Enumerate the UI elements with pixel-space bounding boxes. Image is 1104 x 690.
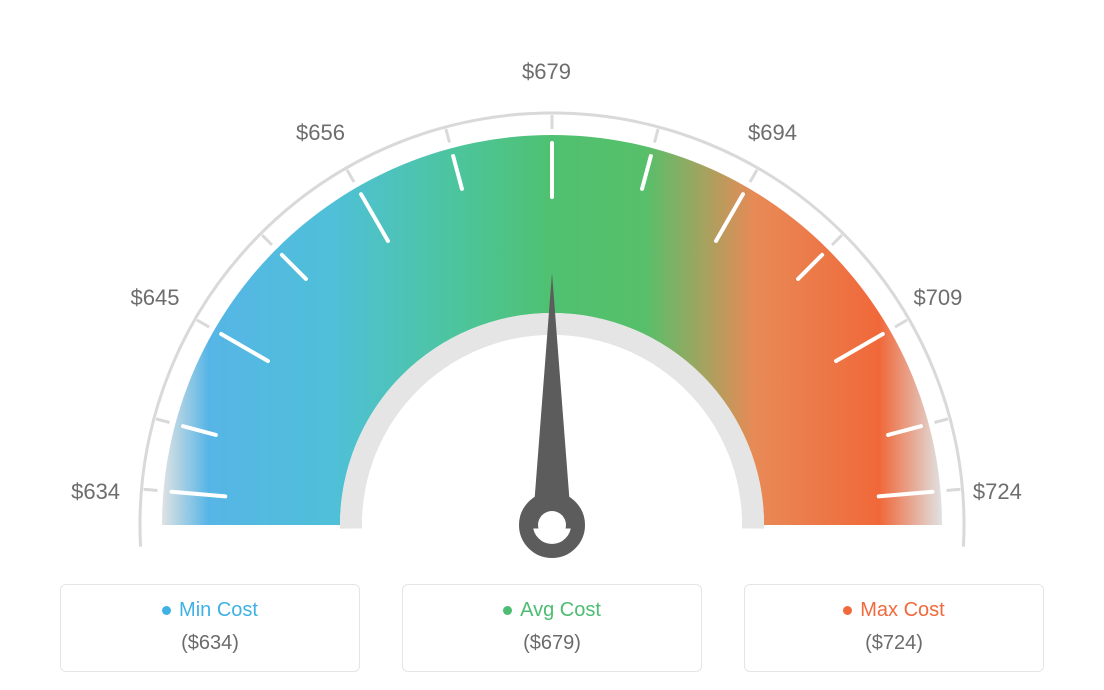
legend-avg-cost: Avg Cost ($679) — [402, 584, 702, 672]
legend-max-dot — [843, 606, 852, 615]
legend-avg-label: Avg Cost — [520, 599, 601, 622]
legend-max-cost: Max Cost ($724) — [744, 584, 1044, 672]
gauge-area: $634 $645 $656 $679 $694 $709 $724 — [0, 0, 1104, 560]
gauge-tick-label: $679 — [522, 59, 571, 85]
legend-avg-dot — [503, 606, 512, 615]
gauge-tick-label: $645 — [131, 285, 180, 311]
gauge-tick-label: $709 — [913, 285, 962, 311]
legend-min-title: Min Cost — [61, 599, 359, 622]
legend-min-value: ($634) — [61, 632, 359, 655]
legend-max-title: Max Cost — [745, 599, 1043, 622]
legend-max-label: Max Cost — [860, 599, 944, 622]
legend-avg-title: Avg Cost — [403, 599, 701, 622]
legend-max-value: ($724) — [745, 632, 1043, 655]
gauge-tick-label: $656 — [296, 120, 345, 146]
legend-min-label: Min Cost — [179, 599, 258, 622]
legend-row: Min Cost ($634) Avg Cost ($679) Max Cost… — [0, 584, 1104, 672]
gauge-tick-label: $694 — [748, 120, 797, 146]
legend-avg-value: ($679) — [403, 632, 701, 655]
gauge-tick-label: $724 — [973, 479, 1022, 505]
legend-min-dot — [162, 606, 171, 615]
gauge-chart-container: $634 $645 $656 $679 $694 $709 $724 Min Cost ($… — [0, 0, 1104, 690]
gauge-tick-label: $634 — [71, 479, 120, 505]
legend-min-cost: Min Cost ($634) — [60, 584, 360, 672]
